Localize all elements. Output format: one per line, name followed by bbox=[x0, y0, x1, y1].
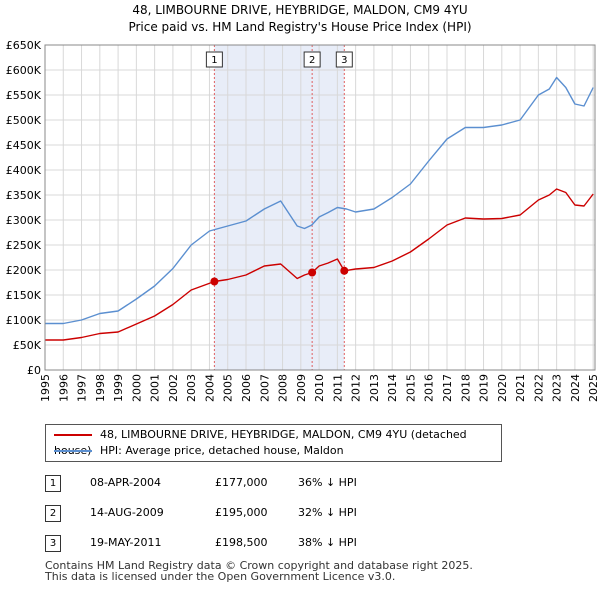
x-tick-label: 2019 bbox=[478, 374, 491, 402]
y-tick-label: £550K bbox=[6, 89, 42, 102]
legend: 48, LIMBOURNE DRIVE, HEYBRIDGE, MALDON, … bbox=[45, 424, 502, 462]
chart-title-line2: Price paid vs. HM Land Registry's House … bbox=[128, 20, 472, 34]
x-tick-label: 2004 bbox=[203, 374, 216, 402]
x-tick-label: 2006 bbox=[240, 374, 253, 402]
sales-row: 2 14-AUG-2009 £195,000 32% ↓ HPI bbox=[45, 503, 465, 523]
footer-copyright: Contains HM Land Registry data © Crown c… bbox=[45, 559, 473, 572]
x-tick-label: 2003 bbox=[185, 374, 198, 402]
x-tick-label: 2010 bbox=[313, 374, 326, 402]
x-tick-label: 1995 bbox=[39, 374, 52, 402]
sale-point bbox=[340, 266, 349, 275]
y-tick-label: £450K bbox=[6, 139, 42, 152]
plot-frame bbox=[44, 44, 596, 371]
sale-hpi-diff: 32% ↓ HPI bbox=[298, 506, 357, 519]
y-tick-label: £150K bbox=[6, 289, 42, 302]
x-tick-label: 2001 bbox=[149, 374, 162, 402]
sale-price: £198,500 bbox=[215, 536, 268, 549]
y-tick-label: £50K bbox=[13, 339, 42, 352]
x-tick-label: 1998 bbox=[94, 374, 107, 402]
footer: Contains HM Land Registry data © Crown c… bbox=[45, 560, 473, 582]
y-tick-label: £0 bbox=[27, 364, 41, 377]
x-tick-label: 2013 bbox=[368, 374, 381, 402]
x-tick-label: 2009 bbox=[295, 374, 308, 402]
y-tick-label: £350K bbox=[6, 189, 42, 202]
x-tick-label: 2020 bbox=[496, 374, 509, 402]
sales-row: 3 19-MAY-2011 £198,500 38% ↓ HPI bbox=[45, 533, 465, 553]
y-tick-label: £200K bbox=[6, 264, 42, 277]
x-tick-label: 2007 bbox=[258, 374, 271, 402]
x-tick-label: 1997 bbox=[76, 374, 89, 402]
x-tick-label: 2025 bbox=[587, 374, 600, 402]
x-tick-label: 2005 bbox=[222, 374, 235, 402]
x-tick-label: 2015 bbox=[404, 374, 417, 402]
x-tick-label: 2014 bbox=[386, 374, 399, 402]
sale-date: 08-APR-2004 bbox=[90, 476, 162, 489]
sale-date: 19-MAY-2011 bbox=[90, 536, 162, 549]
y-tick-label: £100K bbox=[6, 314, 42, 327]
sales-row: 1 08-APR-2004 £177,000 36% ↓ HPI bbox=[45, 473, 465, 493]
y-tick-label: £650K bbox=[6, 39, 42, 52]
x-tick-label: 2018 bbox=[459, 374, 472, 402]
sale-price: £177,000 bbox=[215, 476, 268, 489]
sale-hpi-diff: 38% ↓ HPI bbox=[298, 536, 357, 549]
y-tick-label: £600K bbox=[6, 64, 42, 77]
y-tick-label: £400K bbox=[6, 164, 42, 177]
sale-marker-box bbox=[303, 51, 321, 68]
x-tick-label: 2023 bbox=[551, 374, 564, 402]
y-tick-label: £300K bbox=[6, 214, 42, 227]
legend-label-hpi: HPI: Average price, detached house, Mald… bbox=[100, 444, 344, 457]
property-price-line bbox=[45, 188, 594, 341]
sale-number-badge: 1 bbox=[45, 475, 61, 492]
sale-marker-box bbox=[205, 51, 223, 68]
legend-swatch-property bbox=[54, 434, 92, 436]
y-tick-label: £500K bbox=[6, 114, 42, 127]
x-tick-label: 1999 bbox=[112, 374, 125, 402]
x-tick-label: 2022 bbox=[532, 374, 545, 402]
x-tick-label: 2002 bbox=[167, 374, 180, 402]
legend-item-hpi: HPI: Average price, detached house, Mald… bbox=[54, 443, 344, 459]
x-tick-label: 2000 bbox=[130, 374, 143, 402]
price-chart: £0 £50K £100K £150K £200K £250K £300K £350K £400… bbox=[6, 39, 600, 402]
sale-marker-number: 2 bbox=[309, 55, 315, 66]
sale-hpi-diff: 36% ↓ HPI bbox=[298, 476, 357, 489]
hpi-line bbox=[45, 76, 594, 325]
chart-title-line1: 48, LIMBOURNE DRIVE, HEYBRIDGE, MALDON, … bbox=[132, 3, 468, 17]
sale-point bbox=[210, 277, 219, 286]
x-tick-label: 2021 bbox=[514, 374, 527, 402]
sale-number-badge: 2 bbox=[45, 505, 61, 522]
sale-point bbox=[308, 268, 317, 277]
x-tick-label: 2024 bbox=[569, 374, 582, 402]
sale-number-badge: 3 bbox=[45, 535, 61, 552]
x-tick-label: 2016 bbox=[423, 374, 436, 402]
shaded-ownership-span bbox=[214, 45, 345, 370]
y-tick-label: £250K bbox=[6, 239, 42, 252]
legend-swatch-hpi bbox=[54, 450, 92, 452]
sale-marker-number: 3 bbox=[341, 55, 347, 66]
sale-date: 14-AUG-2009 bbox=[90, 506, 164, 519]
x-tick-label: 2017 bbox=[441, 374, 454, 402]
x-tick-label: 2008 bbox=[277, 374, 290, 402]
x-tick-label: 2012 bbox=[350, 374, 363, 402]
sale-price: £195,000 bbox=[215, 506, 268, 519]
legend-item-property: 48, LIMBOURNE DRIVE, HEYBRIDGE, MALDON, … bbox=[54, 427, 501, 457]
x-tick-label: 2011 bbox=[331, 374, 344, 402]
footer-licence: This data is licensed under the Open Gov… bbox=[45, 570, 396, 583]
sale-marker-number: 1 bbox=[211, 55, 217, 66]
sale-marker-box bbox=[335, 51, 353, 68]
x-tick-label: 1996 bbox=[57, 374, 70, 402]
